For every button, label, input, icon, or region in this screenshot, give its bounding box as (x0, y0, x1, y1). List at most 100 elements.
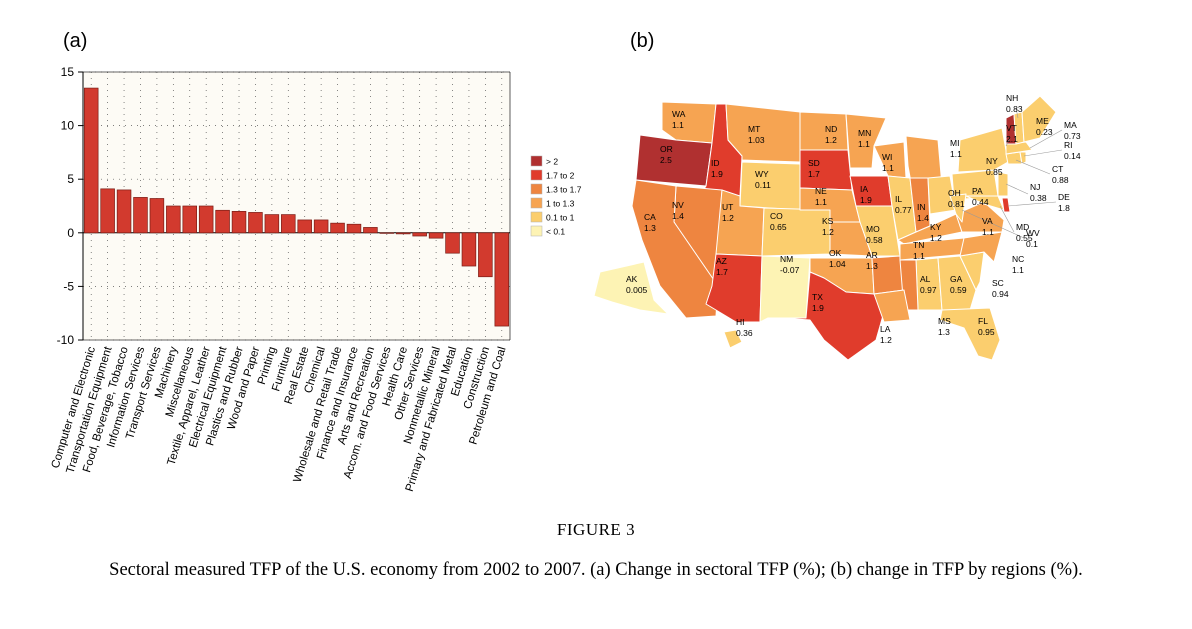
state-code-label: MS (938, 316, 951, 326)
state-value-label: 1.7 (808, 169, 820, 179)
state-code-label: ME (1036, 116, 1049, 126)
state-code-label: RI (1064, 140, 1073, 150)
state-value-label: 0.73 (1064, 131, 1081, 141)
state-de (1001, 197, 1011, 213)
state-code-label: CO (770, 211, 783, 221)
state-value-label: 0.1 (1026, 239, 1038, 249)
state-value-label: 0.81 (948, 199, 965, 209)
state-value-label: 0.77 (895, 205, 912, 215)
leader-line-vt (1005, 137, 1011, 147)
state-code-label: UT (722, 202, 733, 212)
state-value-label: 1.1 (858, 139, 870, 149)
state-value-label: 1.9 (711, 169, 723, 179)
state-ny (957, 127, 1009, 173)
state-tx (779, 271, 885, 361)
bar (396, 232, 411, 235)
state-code-label: LA (880, 324, 891, 334)
state-value-label: 0.38 (1030, 193, 1047, 203)
bar (330, 222, 345, 234)
bar (198, 205, 214, 234)
state-value-label: 1.1 (1012, 265, 1024, 275)
bar (281, 214, 296, 234)
legend-swatch (530, 225, 543, 237)
state-code-label: FL (978, 316, 988, 326)
state-value-label: 1.2 (880, 335, 892, 345)
state-code-label: AR (866, 250, 878, 260)
leader-line-ri (1023, 149, 1063, 157)
state-value-label: 1.1 (982, 227, 994, 237)
state-code-label: NC (1012, 254, 1024, 264)
state-value-label: 0.14 (1064, 151, 1081, 161)
bar (297, 219, 312, 234)
y-tick-label: 5 (67, 172, 74, 186)
leader-line-de (1007, 201, 1057, 207)
legend-label: > 2 (546, 157, 558, 167)
leader-line-md (999, 205, 1015, 233)
state-code-label: IN (917, 202, 926, 212)
state-code-label: VA (982, 216, 993, 226)
legend-swatch (530, 155, 543, 167)
state-code-label: HI (736, 317, 745, 327)
bar (133, 197, 148, 234)
state-value-label: 1.2 (930, 233, 942, 243)
state-value-label: 2.5 (660, 155, 672, 165)
state-value-label: 0.83 (1006, 104, 1023, 114)
state-code-label: IL (895, 194, 902, 204)
state-value-label: 1.3 (644, 223, 656, 233)
legend-swatch (530, 211, 543, 223)
legend-swatch (530, 183, 543, 195)
state-code-label: NM (780, 254, 793, 264)
bar (149, 198, 165, 234)
state-value-label: 0.11 (755, 180, 771, 190)
bar (379, 232, 395, 234)
leader-line-nj (1005, 183, 1029, 195)
state-code-label: TN (913, 240, 924, 250)
legend-label: 1 to 1.3 (546, 199, 575, 209)
state-code-label: WI (882, 152, 892, 162)
state-code-label: ND (825, 124, 837, 134)
bar (428, 232, 444, 239)
state-value-label: 0.23 (1036, 127, 1053, 137)
state-value-label: 1.03 (748, 135, 765, 145)
state-hi (723, 329, 743, 349)
y-tick-label: 15 (61, 65, 75, 79)
state-code-label: NV (672, 200, 684, 210)
state-va (955, 201, 1005, 233)
legend-label: < 0.1 (546, 227, 565, 237)
state-la (873, 289, 911, 323)
bar (363, 227, 378, 234)
state-code-label: IA (860, 184, 868, 194)
state-value-label: 1.4 (672, 211, 684, 221)
state-value-label: 0.65 (770, 222, 787, 232)
state-code-label: OR (660, 144, 673, 154)
us-states-layer (593, 95, 1057, 361)
state-code-label: NY (986, 156, 998, 166)
state-value-label: 1.7 (716, 267, 728, 277)
bar (182, 205, 197, 234)
bar (83, 87, 99, 234)
leader-line-nh (1015, 107, 1019, 119)
state-code-label: NE (815, 186, 827, 196)
state-value-label: 0.55 (1016, 233, 1033, 243)
state-code-label: KS (822, 216, 834, 226)
state-code-label: CA (644, 212, 656, 222)
state-ak (593, 261, 669, 315)
state-code-label: AL (920, 274, 931, 284)
state-code-label: OK (829, 248, 842, 258)
state-code-label: SC (992, 278, 1004, 288)
y-tick-label: -5 (63, 279, 74, 293)
bar (445, 232, 460, 254)
state-value-label: 1.3 (938, 327, 950, 337)
bar (461, 232, 477, 267)
bar (166, 205, 181, 234)
legend-swatch (530, 169, 543, 181)
state-ri (1019, 151, 1027, 165)
state-value-label: 0.59 (950, 285, 967, 295)
map-legend: > 2 1.7 to 2 1.3 to 1.7 1 to 1.3 0.1 to 1 < 0… (530, 155, 582, 237)
state-value-label: 1.9 (812, 303, 824, 313)
state-ga (937, 255, 977, 311)
state-code-label: WY (755, 169, 769, 179)
